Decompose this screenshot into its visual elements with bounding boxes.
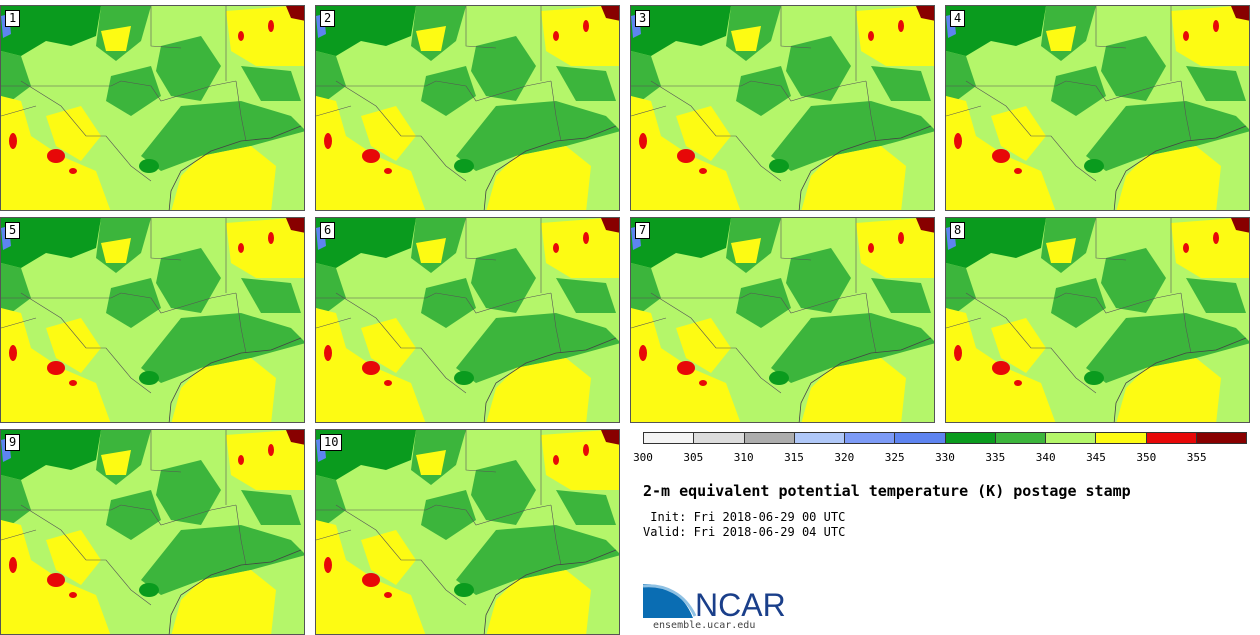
logo-text: NCAR <box>695 587 786 620</box>
map-graphic <box>631 218 934 422</box>
panel-number: 6 <box>320 222 336 239</box>
colorbar-tick-330: 330 <box>935 451 955 464</box>
valid-time: Valid: Fri 2018-06-29 04 UTC <box>643 525 846 539</box>
panel-number: 3 <box>635 10 651 27</box>
map-panel-2: 2 <box>315 5 620 211</box>
panel-number: 8 <box>950 222 966 239</box>
map-panel-6: 6 <box>315 217 620 423</box>
colorbar-segment-12 <box>1196 433 1246 443</box>
map-panel-3: 3 <box>630 5 935 211</box>
map-panel-9: 9 <box>0 429 305 635</box>
colorbar-tick-325: 325 <box>884 451 905 464</box>
ncar-logo: NCAR <box>643 584 786 620</box>
colorbar-tick-335: 335 <box>985 451 1006 464</box>
panel-number: 5 <box>5 222 21 239</box>
map-panel-1: 1 <box>0 5 305 211</box>
colorbar-tick-340: 340 <box>1035 451 1056 464</box>
map-panel-4: 4 <box>945 5 1250 211</box>
map-panel-7: 7 <box>630 217 935 423</box>
colorbar-tick-305: 305 <box>683 451 704 464</box>
panel-number: 10 <box>320 434 343 451</box>
figure-title: 2-m equivalent potential temperature (K)… <box>643 482 1131 500</box>
colorbar-segment-9 <box>1046 433 1097 443</box>
map-panel-10: 10 <box>315 429 620 635</box>
map-graphic <box>946 218 1249 422</box>
map-graphic <box>316 430 619 634</box>
map-panel-5: 5 <box>0 217 305 423</box>
map-graphic <box>946 6 1249 210</box>
init-time: Init: Fri 2018-06-29 00 UTC <box>643 510 846 524</box>
panel-number: 4 <box>950 10 966 27</box>
colorbar-tick-labels: 300 305 310 315 320 325 330 335 340 345 350 355 <box>633 451 1247 465</box>
panel-number: 1 <box>5 10 21 27</box>
colorbar-tick-310: 310 <box>733 451 754 464</box>
map-graphic <box>316 218 619 422</box>
map-graphic <box>1 218 304 422</box>
colorbar-tick-320: 320 <box>834 451 855 464</box>
map-graphic <box>316 6 619 210</box>
colorbar-tick-345: 345 <box>1086 451 1106 464</box>
colorbar-segment-11 <box>1146 433 1197 443</box>
map-graphic <box>1 6 304 210</box>
logo-url: ensemble.ucar.edu <box>653 620 756 631</box>
colorbar-segment-4 <box>794 433 845 443</box>
colorbar-tick-300: 300 <box>633 451 653 464</box>
map-graphic <box>631 6 934 210</box>
colorbar <box>643 432 1247 444</box>
colorbar-tick-350: 350 <box>1136 451 1157 464</box>
colorbar-segment-10 <box>1096 433 1147 443</box>
panel-number: 2 <box>320 10 336 27</box>
colorbar-segment-5 <box>845 433 896 443</box>
colorbar-segment-6 <box>895 433 946 443</box>
colorbar-tick-355: 355 <box>1186 451 1207 464</box>
panel-number: 7 <box>635 222 651 239</box>
colorbar-segment-8 <box>995 433 1046 443</box>
colorbar-segment-7 <box>945 433 996 443</box>
colorbar-segment-3 <box>744 433 795 443</box>
colorbar-segment-2 <box>694 433 745 443</box>
colorbar-segment-1 <box>644 433 695 443</box>
map-graphic <box>1 430 304 634</box>
map-panel-8: 8 <box>945 217 1250 423</box>
colorbar-tick-315: 315 <box>784 451 804 464</box>
panel-number: 9 <box>5 434 21 451</box>
